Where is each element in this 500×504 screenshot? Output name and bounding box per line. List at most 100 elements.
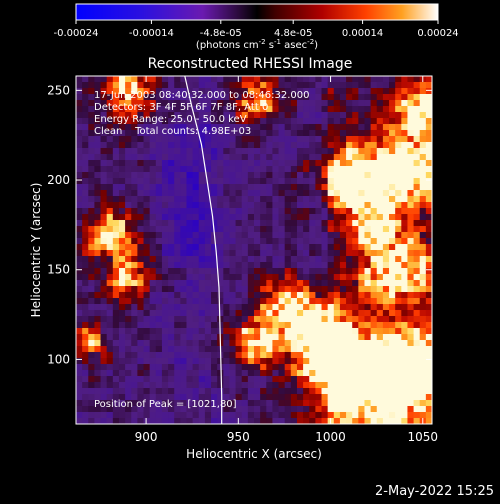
heatmap-cell xyxy=(137,208,145,215)
heatmap-cell xyxy=(358,160,366,167)
heatmap-cell xyxy=(82,406,89,413)
heatmap-cell xyxy=(254,178,261,185)
heatmap-cell xyxy=(241,370,249,377)
heatmap-cell xyxy=(174,328,181,335)
heatmap-cell xyxy=(204,82,212,89)
heatmap-cell xyxy=(425,412,432,419)
heatmap-cell xyxy=(180,280,188,287)
heatmap-cell xyxy=(112,412,120,419)
heatmap-cell xyxy=(382,196,390,203)
heatmap-cell xyxy=(125,244,132,251)
heatmap-cell xyxy=(100,244,108,251)
heatmap-cell xyxy=(296,94,304,101)
heatmap-cell xyxy=(370,328,378,335)
heatmap-cell xyxy=(106,178,114,185)
heatmap-cell xyxy=(278,130,286,137)
heatmap-cell xyxy=(229,406,237,413)
heatmap-cell xyxy=(260,412,267,419)
heatmap-cell xyxy=(364,160,372,167)
heatmap-cell xyxy=(278,280,286,287)
heatmap-cell xyxy=(106,280,114,287)
heatmap-cell xyxy=(321,352,329,359)
heatmap-cell xyxy=(143,166,151,173)
heatmap-cell xyxy=(352,232,359,239)
heatmap-cell xyxy=(100,130,108,137)
heatmap-cell xyxy=(112,370,120,377)
heatmap-cell xyxy=(118,220,126,227)
heatmap-cell xyxy=(284,214,292,221)
heatmap-cell xyxy=(235,130,243,137)
heatmap-cell xyxy=(339,94,347,101)
heatmap-cell xyxy=(168,154,175,161)
heatmap-cell xyxy=(419,400,427,407)
heatmap-cell xyxy=(376,262,384,269)
heatmap-cell xyxy=(254,244,261,251)
heatmap-cell xyxy=(241,130,249,137)
heatmap-cell xyxy=(88,262,96,269)
heatmap-cell xyxy=(395,346,402,353)
heatmap-cell xyxy=(346,232,353,239)
heatmap-cell xyxy=(100,376,108,383)
heatmap-cell xyxy=(333,418,341,424)
heatmap-cell xyxy=(321,136,329,143)
heatmap-cell xyxy=(155,352,163,359)
heatmap-cell xyxy=(254,118,261,125)
heatmap-cell xyxy=(125,370,132,377)
heatmap-cell xyxy=(315,286,323,293)
heatmap-cell xyxy=(413,196,421,203)
heatmap-cell xyxy=(272,124,280,131)
heatmap-cell xyxy=(260,190,267,197)
heatmap-cell xyxy=(321,220,329,227)
heatmap-cell xyxy=(352,382,359,389)
heatmap-cell xyxy=(192,382,200,389)
heatmap-cell xyxy=(223,208,231,215)
heatmap-cell xyxy=(370,118,378,125)
heatmap-cell xyxy=(82,94,89,101)
heatmap-cell xyxy=(315,154,323,161)
heatmap-cell xyxy=(358,208,366,215)
heatmap-cell xyxy=(419,334,427,341)
heatmap-cell xyxy=(254,262,261,269)
heatmap-cell xyxy=(358,94,366,101)
heatmap-cell xyxy=(217,376,224,383)
heatmap-cell xyxy=(284,358,292,365)
heatmap-cell xyxy=(290,322,298,329)
heatmap-cell xyxy=(401,388,409,395)
heatmap-cell xyxy=(278,346,286,353)
heatmap-cell xyxy=(100,280,108,287)
heatmap-cell xyxy=(106,286,114,293)
heatmap-cell xyxy=(235,382,243,389)
heatmap-cell xyxy=(186,208,194,215)
heatmap-cell xyxy=(339,124,347,131)
heatmap-cell xyxy=(364,130,372,137)
heatmap-cell xyxy=(401,208,409,215)
heatmap-cell xyxy=(192,274,200,281)
heatmap-cell xyxy=(407,406,415,413)
heatmap-cell xyxy=(425,352,432,359)
heatmap-cell xyxy=(358,382,366,389)
heatmap-cell xyxy=(204,358,212,365)
heatmap-cell xyxy=(364,184,372,191)
heatmap-cell xyxy=(100,274,108,281)
heatmap-cell xyxy=(346,160,353,167)
heatmap-cell xyxy=(204,112,212,119)
heatmap-cell xyxy=(174,220,181,227)
heatmap-cell xyxy=(204,94,212,101)
heatmap-cell xyxy=(149,154,157,161)
heatmap-cell xyxy=(88,190,96,197)
heatmap-cell xyxy=(192,82,200,89)
heatmap-cell xyxy=(327,286,335,293)
heatmap-cell xyxy=(211,166,218,173)
heatmap-cell xyxy=(254,220,261,227)
heatmap-cell xyxy=(352,400,359,407)
heatmap-cell xyxy=(352,310,359,317)
heatmap-cell xyxy=(327,118,335,125)
heatmap-cell xyxy=(376,154,384,161)
heatmap-cell xyxy=(413,250,421,257)
heatmap-cell xyxy=(241,184,249,191)
heatmap-cell xyxy=(327,244,335,251)
heatmap-cell xyxy=(112,388,120,395)
heatmap-cell xyxy=(106,388,114,395)
heatmap-cell xyxy=(272,304,280,311)
heatmap-cell xyxy=(358,250,366,257)
